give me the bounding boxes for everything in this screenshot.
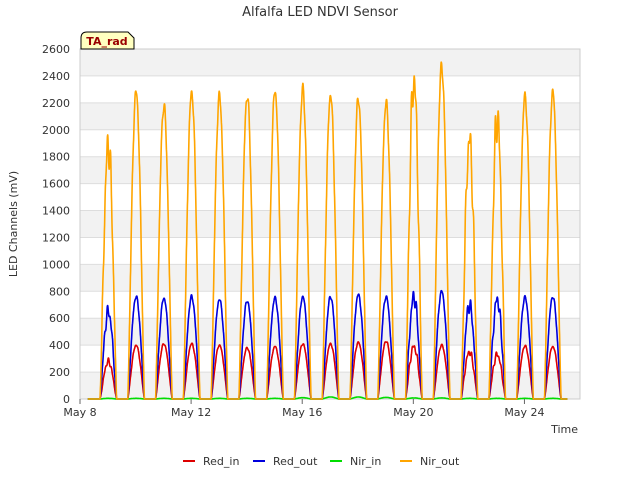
legend-label: Nir_out [420, 455, 460, 468]
series-line-nir-out [87, 61, 569, 400]
y-tick-label: 400 [49, 339, 70, 352]
grid-band [80, 372, 580, 399]
grid-band [80, 264, 580, 292]
y-tick-label: 1600 [42, 178, 70, 191]
y-tick-label: 600 [49, 312, 70, 325]
y-tick-label: 800 [49, 285, 70, 298]
grid-band [80, 49, 580, 76]
y-tick-label: 2600 [42, 43, 70, 56]
y-tick-label: 1200 [42, 231, 70, 244]
y-tick-label: 2400 [42, 70, 70, 83]
series-lines [87, 61, 569, 400]
y-axis-ticks: 0 200 400 600 800 1000 1200 1400 1600 1800 2000 220… [42, 43, 70, 406]
plot-area [79, 48, 581, 400]
legend-label: Nir_in [350, 455, 381, 468]
x-tick-label: May 16 [282, 406, 322, 419]
x-tick-label: May 12 [171, 406, 211, 419]
x-axis-label: Time [550, 423, 578, 436]
y-tick-label: 0 [63, 393, 70, 406]
x-tick-label: May 24 [504, 406, 544, 419]
x-axis-ticks: May 8 May 12 May 16 May 20 May 24 [63, 399, 545, 419]
x-tick-label: May 8 [63, 406, 96, 419]
grid-band [80, 156, 580, 184]
legend: Red_in Red_out Nir_in Nir_out [183, 455, 460, 468]
legend-label: Red_out [273, 455, 318, 468]
grid-band [80, 318, 580, 346]
site-tag-label: TA_rad [86, 35, 127, 48]
chart-title: Alfalfa LED NDVI Sensor [242, 5, 399, 20]
y-tick-label: 1000 [42, 258, 70, 271]
y-axis-label: LED Channels (mV) [7, 171, 20, 277]
y-tick-label: 200 [49, 366, 70, 379]
plot-bands [80, 49, 580, 399]
legend-label: Red_in [203, 455, 239, 468]
site-tag: TA_rad [80, 31, 135, 50]
y-tick-label: 2200 [42, 97, 70, 110]
grid-band [80, 210, 580, 238]
y-tick-label: 1400 [42, 205, 70, 218]
y-tick-label: 1800 [42, 151, 70, 164]
x-tick-label: May 20 [393, 406, 433, 419]
y-tick-label: 2000 [42, 124, 70, 137]
